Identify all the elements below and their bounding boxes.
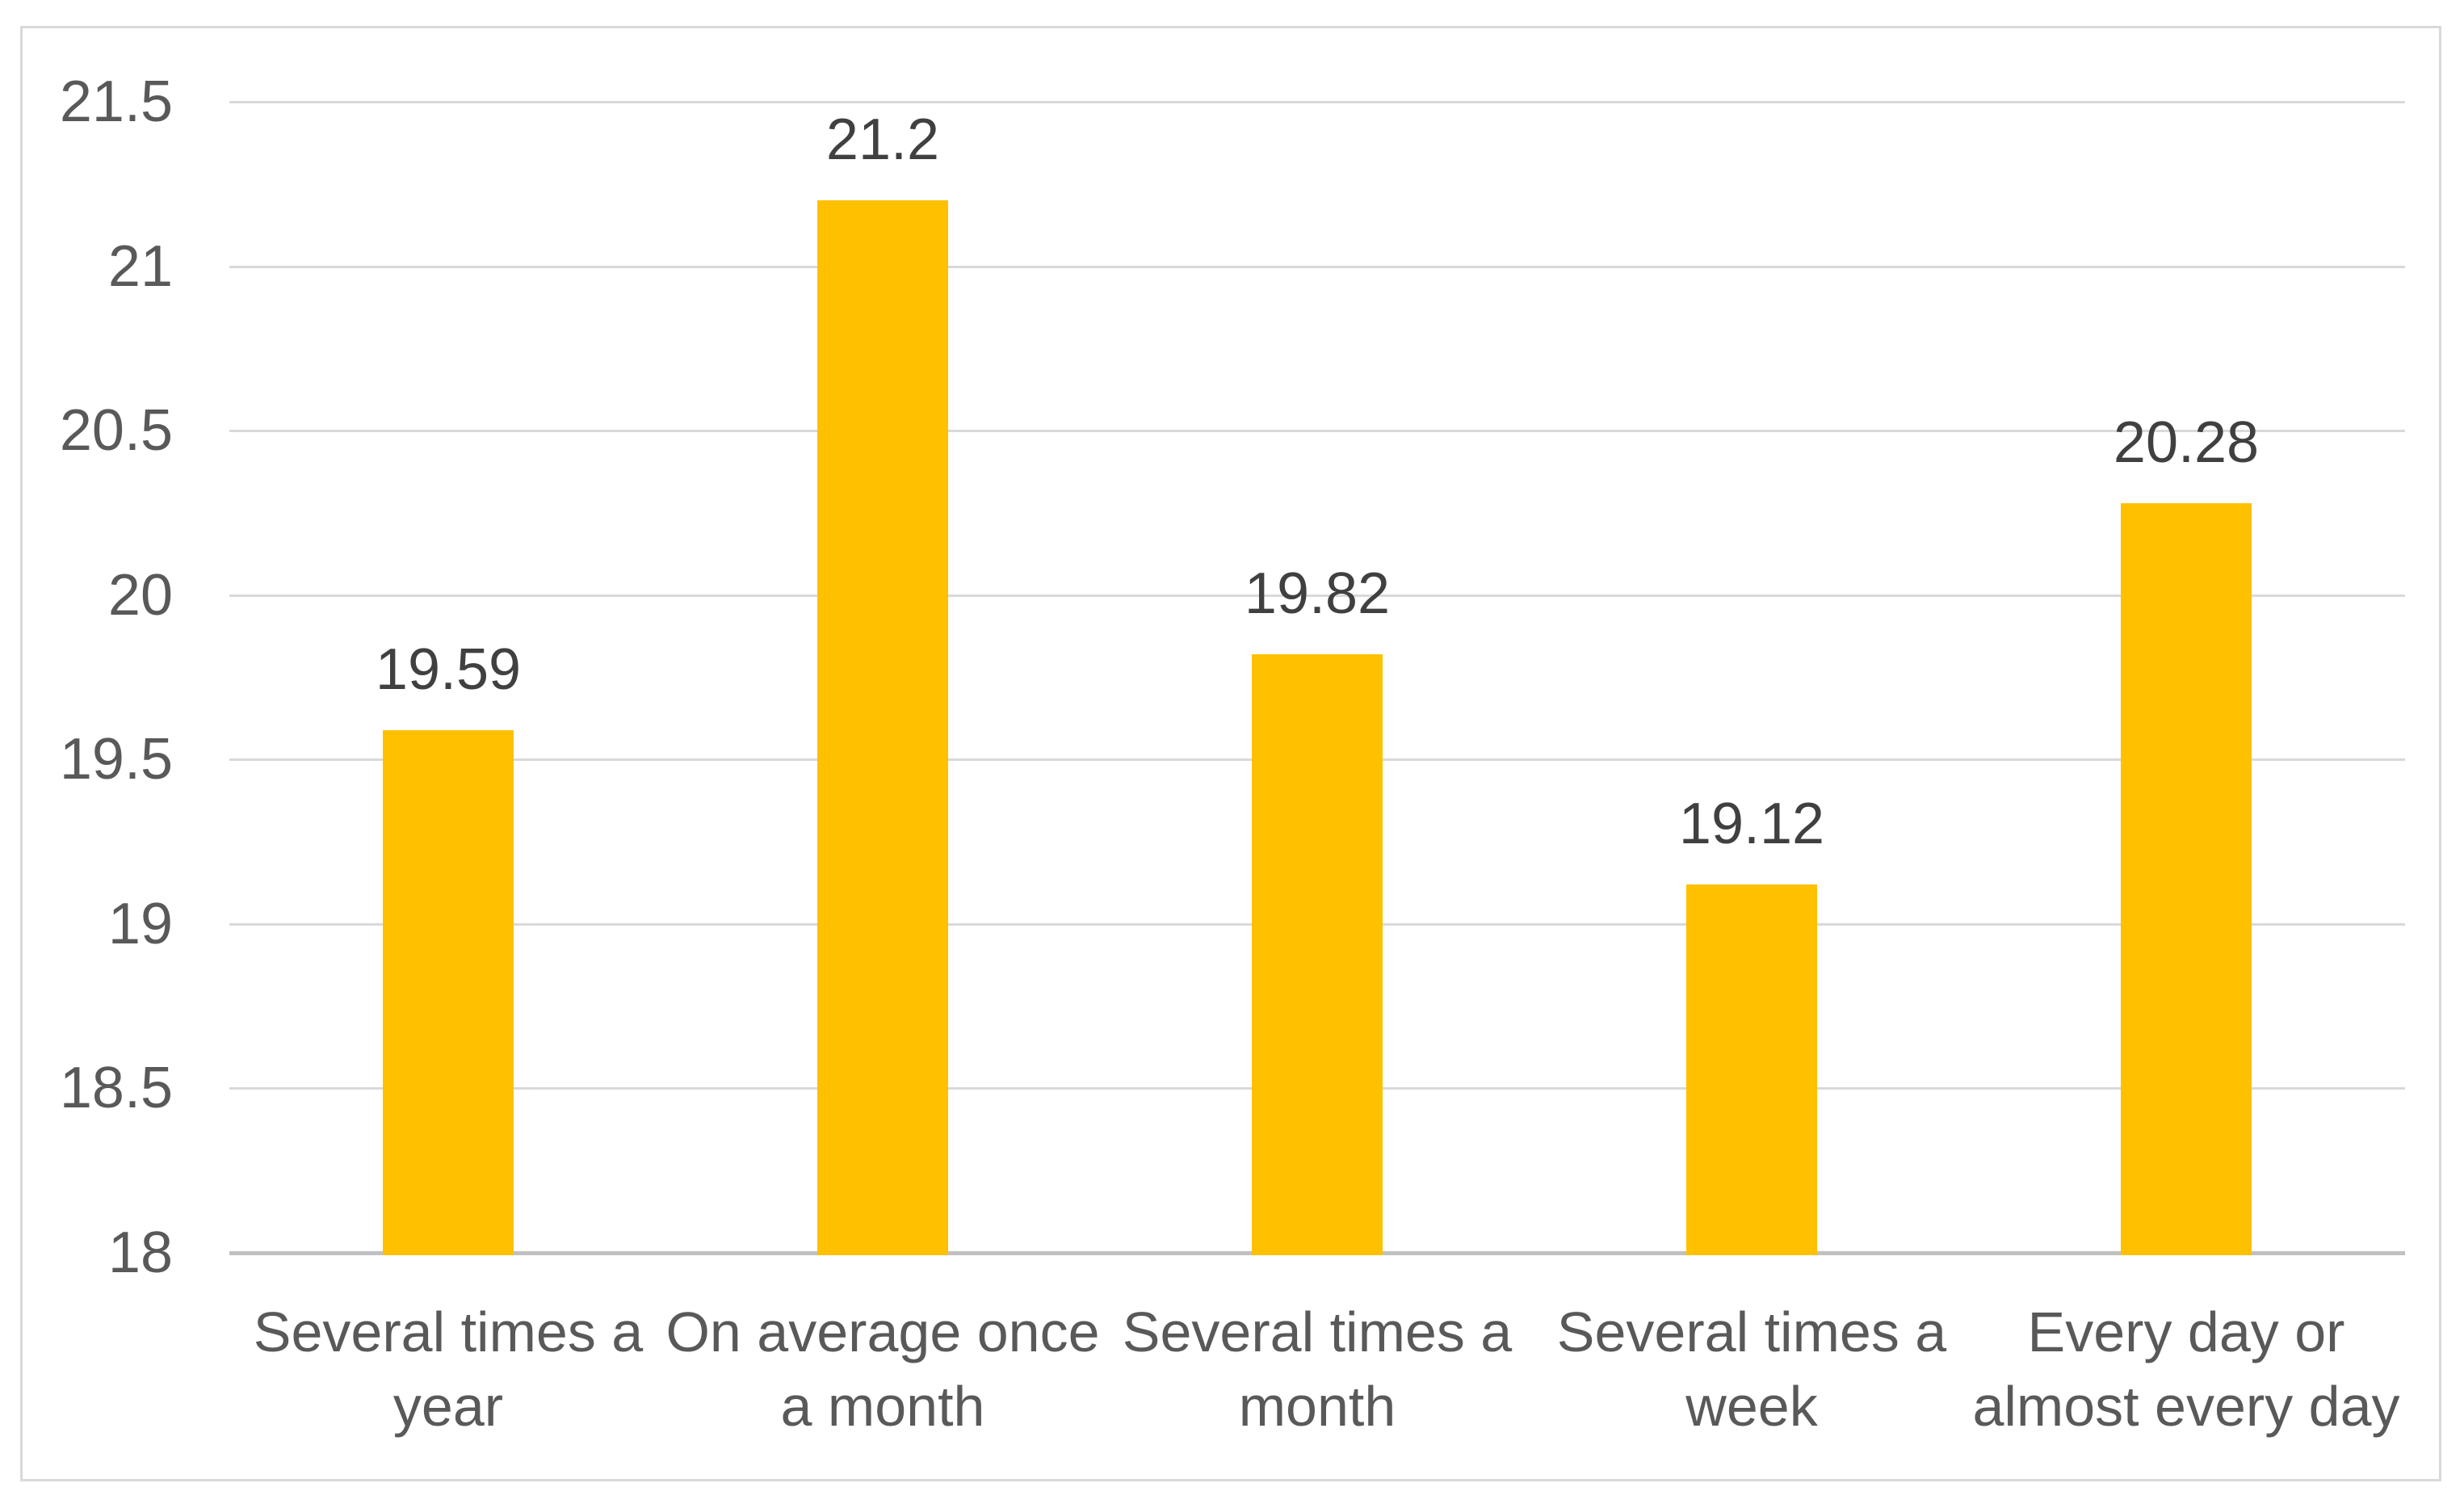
gridline [229,265,2405,268]
bar [1252,654,1383,1255]
bar-value-label: 20.28 [2113,410,2260,475]
y-tick-label: 20 [107,562,173,628]
bar [383,729,514,1255]
y-tick-label: 20.5 [59,398,173,464]
y-tick-label: 19 [107,891,173,956]
gridline [229,430,2405,433]
gridline [229,594,2405,597]
data-labels-layer: 19.59 21.2 19.82 19.12 20.28 [23,28,2439,1479]
bar [2121,502,2252,1255]
x-category-label: Several times a month [1122,1300,1513,1438]
bar [1686,884,1817,1255]
bar-value-label: 21.2 [825,107,940,173]
y-tick-label: 18.5 [59,1056,173,1121]
x-axis-labels: Several times a year On average once a mo… [23,28,2439,1479]
bar-value-label: 19.82 [1244,561,1391,626]
x-category-label: Several times a year [253,1300,644,1438]
x-category-label: Several times a week [1556,1300,1947,1438]
bar-value-label: 19.59 [375,636,522,702]
y-tick-label: 21 [107,233,173,299]
chart-frame: 21.5 21 20.5 20 19.5 19 18.5 18 19.59 21.2 19.82 1… [20,26,2441,1481]
gridline [229,101,2405,103]
x-category-label: On average once a month [665,1300,1100,1438]
y-tick-label: 19.5 [59,727,173,792]
bar-value-label: 19.12 [1678,792,1825,856]
y-tick-label: 18 [107,1220,173,1285]
y-axis-labels: 21.5 21 20.5 20 19.5 19 18.5 18 [23,28,2439,1479]
y-tick-label: 21.5 [59,69,173,134]
bars-layer [23,28,2439,1479]
x-category-label: Every day or almost every day [1972,1300,2400,1438]
bar [817,200,948,1255]
